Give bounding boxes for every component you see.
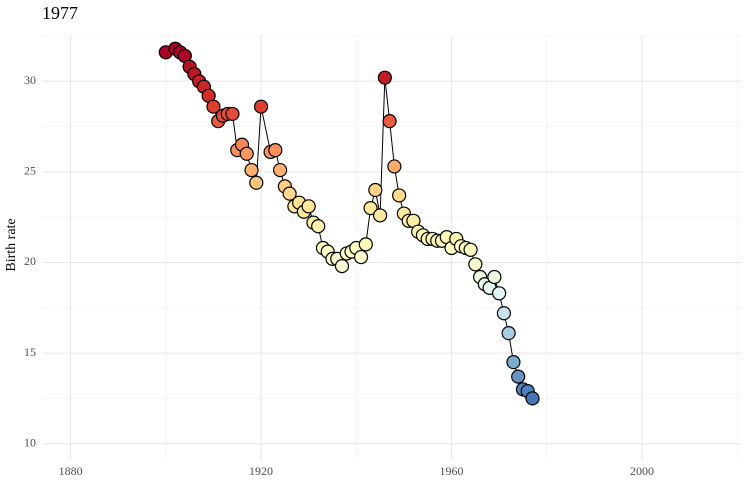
point [353, 249, 369, 265]
point [496, 306, 512, 321]
point [392, 188, 407, 203]
point [492, 286, 507, 301]
point [311, 219, 326, 234]
x-tick-label: 2000 [630, 464, 654, 478]
point [225, 106, 240, 122]
point [363, 201, 378, 216]
x-tick-label: 1920 [249, 464, 273, 478]
y-tick-label: 25 [24, 164, 36, 178]
point [206, 99, 221, 114]
point [511, 369, 526, 384]
point [268, 143, 283, 158]
point [334, 259, 350, 274]
y-tick-label: 30 [24, 73, 36, 87]
point [249, 175, 264, 190]
series-line [165, 48, 533, 399]
point [244, 162, 259, 178]
point [463, 242, 478, 257]
y-tick-label: 10 [24, 435, 36, 449]
y-tick-label: 15 [24, 345, 36, 359]
point [358, 237, 373, 252]
point [372, 208, 388, 223]
point [368, 182, 383, 198]
point [501, 326, 516, 341]
x-tick-label: 1960 [440, 464, 464, 478]
point [382, 114, 397, 129]
x-tick-label: 1880 [59, 464, 83, 478]
point [468, 257, 483, 272]
y-axis-label: Birth rate [4, 218, 19, 271]
point [239, 146, 254, 161]
chart-title: 1977 [42, 3, 78, 23]
y-tick-label: 20 [24, 254, 36, 268]
point [387, 159, 402, 174]
point [506, 355, 521, 370]
point [301, 199, 316, 214]
point [282, 186, 297, 201]
point [272, 162, 288, 178]
point [487, 269, 502, 285]
point [253, 99, 269, 114]
point [377, 70, 392, 85]
point [525, 391, 540, 406]
